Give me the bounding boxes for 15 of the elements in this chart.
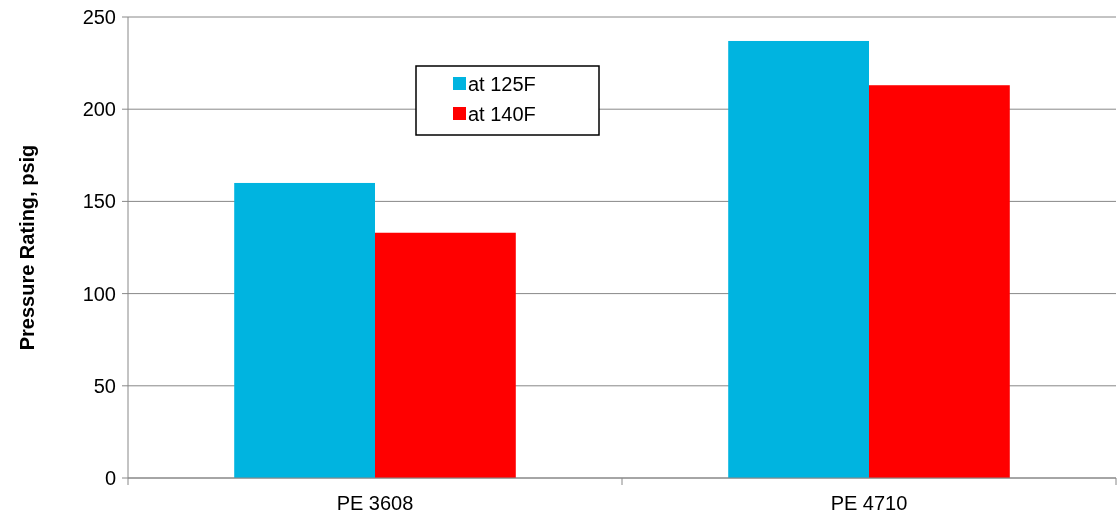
y-tick-label: 200 [82, 98, 116, 121]
y-tick-label: 50 [93, 374, 116, 397]
bar [728, 40, 869, 478]
legend-label: at 140F [468, 103, 536, 125]
y-tick-label: 250 [82, 6, 116, 28]
y-tick-label: 150 [82, 190, 116, 213]
x-tick-label: PE 3608 [336, 492, 414, 514]
x-tick-label: PE 4710 [830, 492, 908, 514]
y-axis-title: Pressure Rating, psig [16, 144, 38, 351]
y-tick-label: 0 [104, 467, 116, 489]
legend-label: at 125F [468, 73, 536, 95]
bar [375, 232, 516, 478]
y-tick-label: 100 [82, 282, 116, 305]
bar [234, 182, 375, 478]
bar [869, 85, 1010, 478]
